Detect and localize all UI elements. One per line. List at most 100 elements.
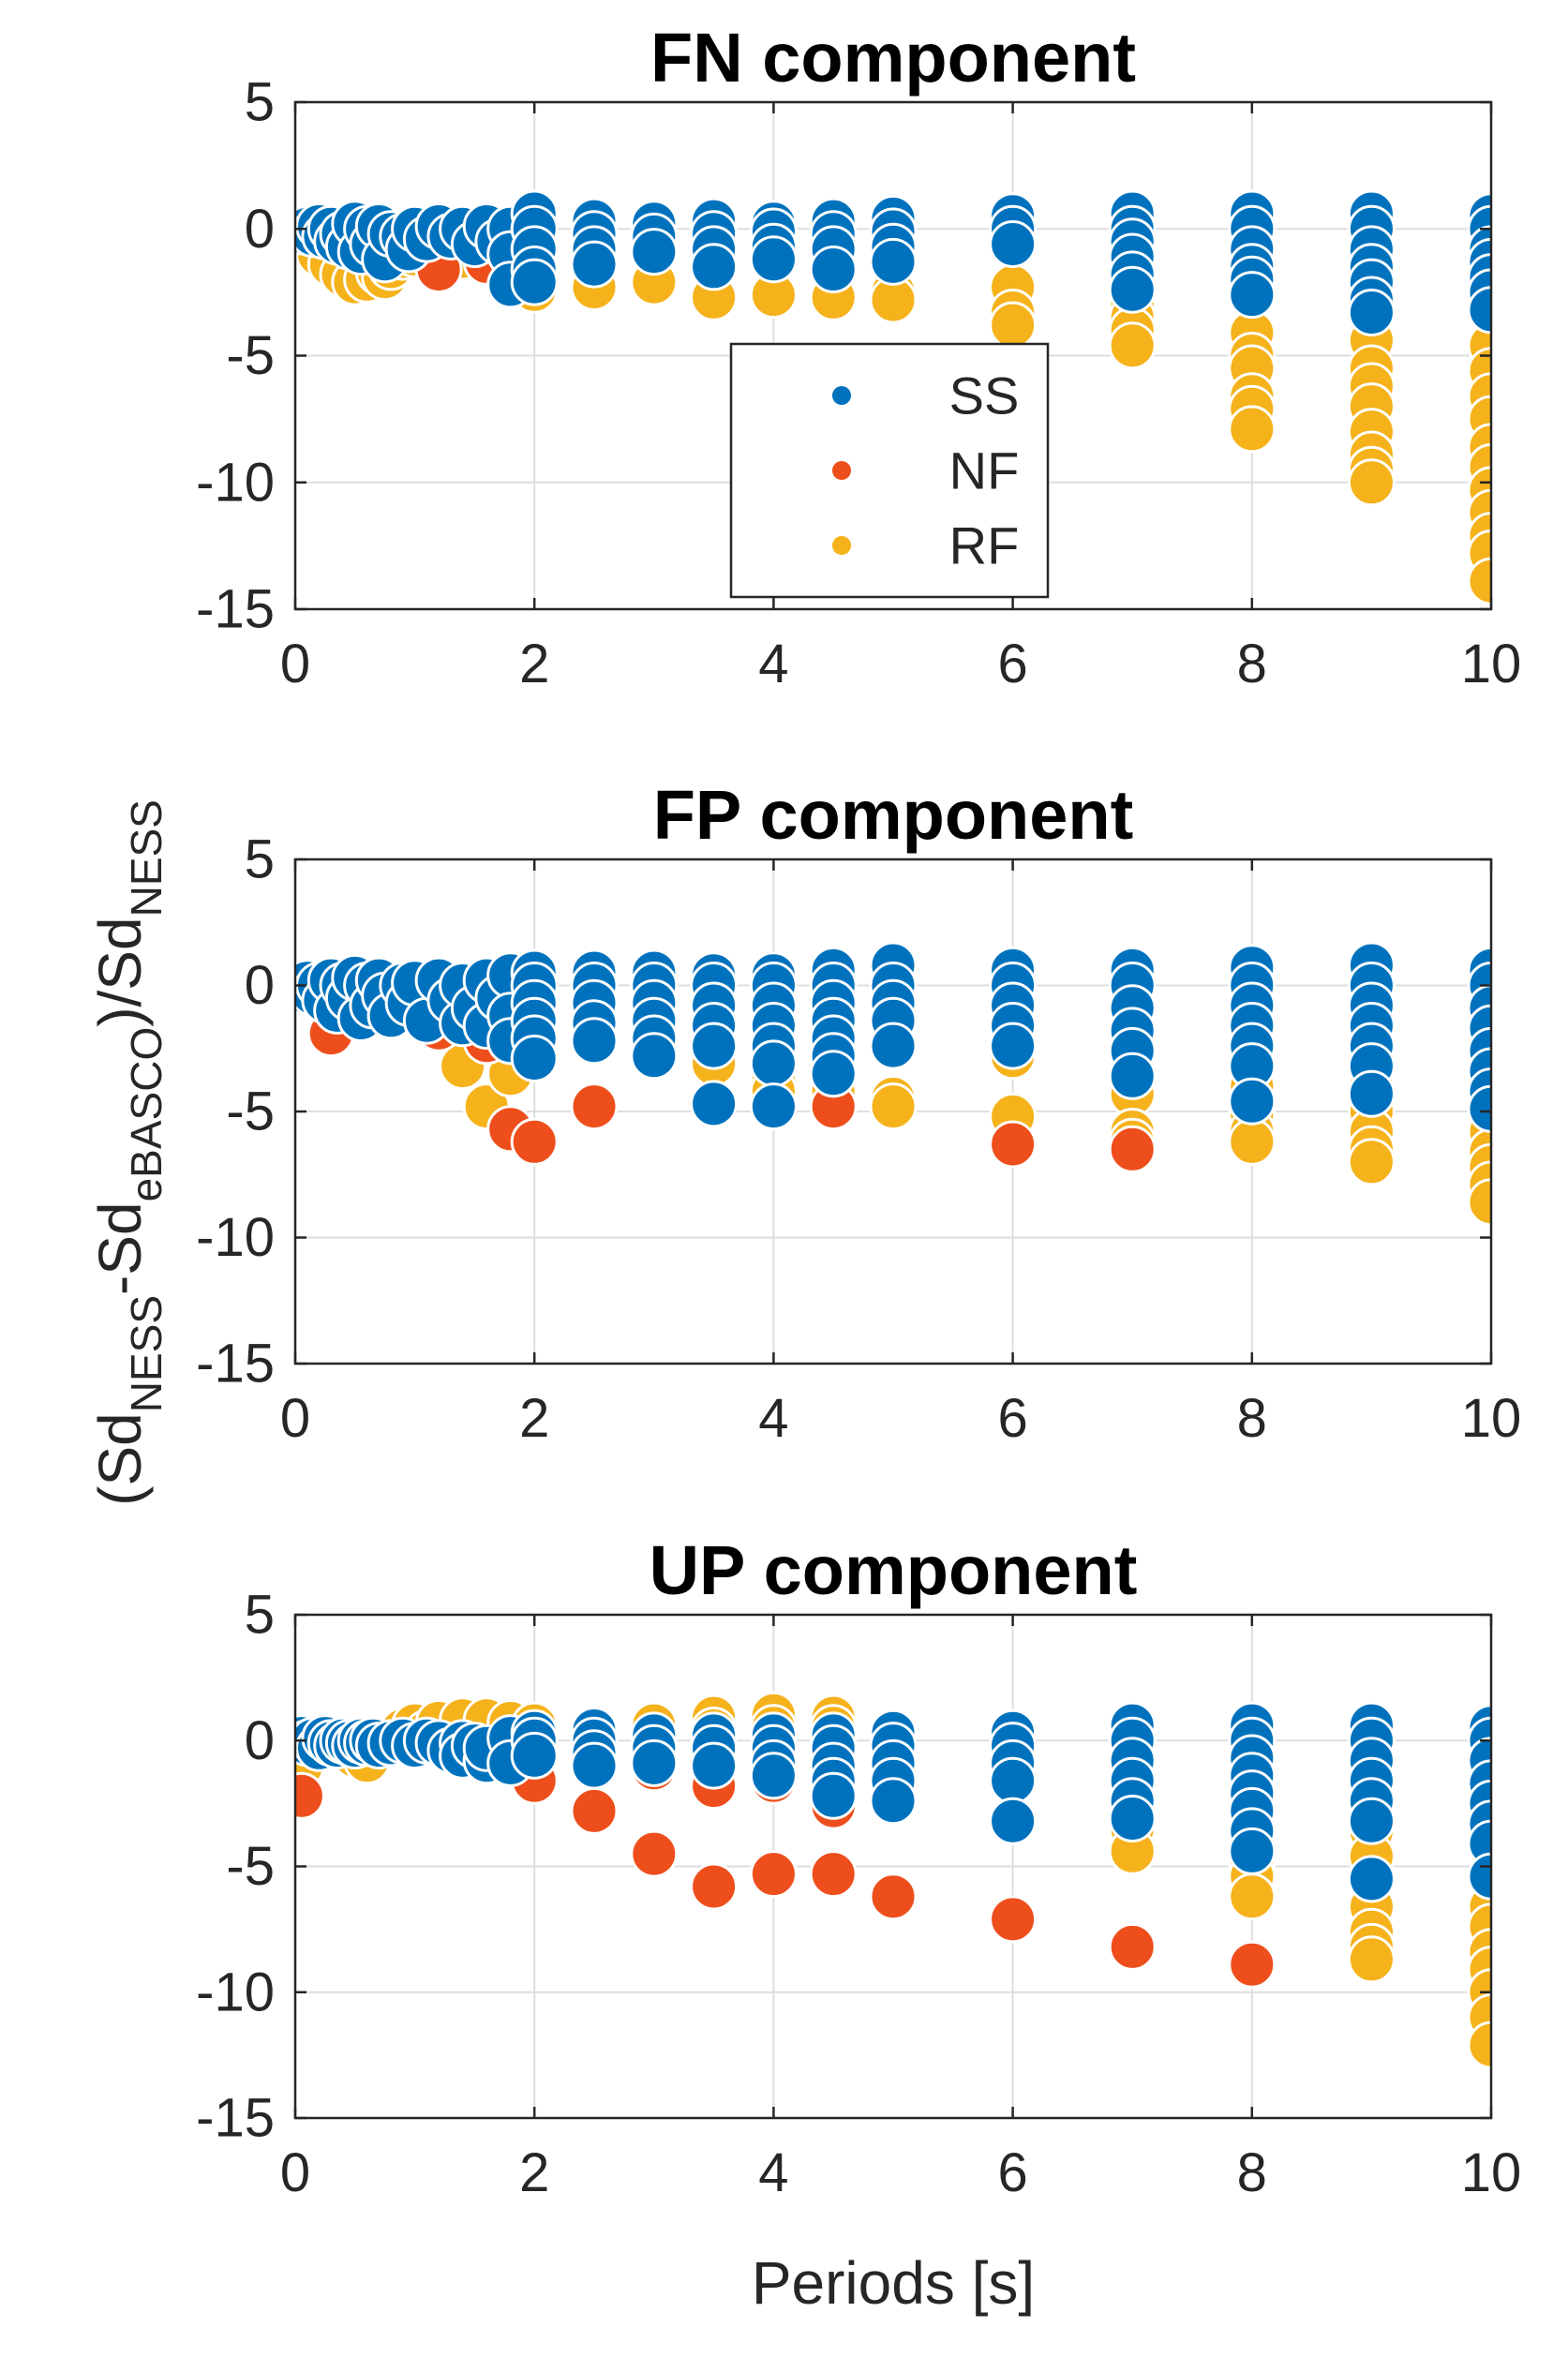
y-tick-label: -10 <box>196 452 275 513</box>
y-axis-label: (SdNESS-SdeBASCO)/SdNESS <box>86 799 171 1506</box>
data-point-ss <box>1467 1084 1491 1133</box>
data-point-ss <box>1347 1797 1396 1845</box>
data-point-ss <box>1108 265 1157 314</box>
panel-3: UP component 0 2 4 6 8 10 5 0 -5 -10 -15 <box>196 1531 1521 2203</box>
data-point-rf <box>1467 2021 1491 2069</box>
y-tick-label: -10 <box>196 1962 275 2022</box>
panels: FN component 0 2 4 6 8 10 5 0 -5 -10 -15 FP componen… <box>196 19 1521 2203</box>
data-point-rf <box>1228 1872 1277 1921</box>
y-tick-label: 5 <box>245 1585 275 1646</box>
data-point-rf <box>989 301 1038 350</box>
data-point-ss <box>869 237 918 286</box>
panel-title: FP component <box>653 776 1134 854</box>
data-point-rf <box>1228 1117 1277 1166</box>
data-point-ss <box>690 243 739 291</box>
y-tick-label: -15 <box>196 579 275 640</box>
data-point-rf <box>1228 405 1277 454</box>
data-point-ss <box>510 1035 559 1082</box>
panel-title: FN component <box>650 19 1136 97</box>
x-tick-label: 8 <box>1237 634 1267 694</box>
ylabel-subscript-3: NESS <box>122 799 171 917</box>
x-tick-label: 0 <box>280 634 310 694</box>
y-tick-label: -5 <box>226 325 275 386</box>
data-point-ss <box>1228 1077 1277 1126</box>
ylabel-part-1: (Sd <box>86 1412 154 1506</box>
panel-2: FP component 0 2 4 6 8 10 5 0 -5 -10 -15 <box>196 776 1521 1449</box>
data-point-ss <box>690 1022 739 1070</box>
data-point-ss <box>1347 1855 1396 1903</box>
ylabel-subscript-1: NESS <box>122 1295 171 1412</box>
data-point-rf <box>869 1082 918 1131</box>
data-point-ss <box>1347 1069 1396 1118</box>
data-point-rf <box>1467 557 1491 605</box>
y-tick-label: 0 <box>245 199 275 260</box>
data-point-ss <box>809 246 858 293</box>
data-point-nf <box>1108 1125 1157 1173</box>
data-points <box>295 1691 1491 2069</box>
x-tick-label: 0 <box>280 1388 310 1449</box>
data-point-ss <box>570 1017 619 1066</box>
ylabel-part-3: )/Sd <box>86 917 154 1026</box>
y-tick-label: -15 <box>196 1334 275 1395</box>
series-ss <box>295 189 1491 336</box>
data-point-ss <box>570 240 619 289</box>
x-tick-label: 10 <box>1461 2142 1522 2203</box>
data-point-nf <box>570 1786 619 1835</box>
x-tick-label: 4 <box>758 634 788 694</box>
data-point-ss <box>570 1741 619 1790</box>
y-tick-label: 0 <box>245 1710 275 1771</box>
x-tick-label: 10 <box>1461 1388 1522 1449</box>
legend-label-ss: SS <box>949 366 1020 425</box>
data-point-ss <box>630 1032 679 1081</box>
data-point-nf <box>749 1850 798 1899</box>
data-point-ss <box>1228 1827 1277 1875</box>
data-points <box>295 941 1491 1227</box>
data-point-rf <box>1347 1935 1396 1984</box>
x-axis-label: Periods [s] <box>752 2249 1035 2317</box>
panel-title: UP component <box>650 1531 1138 1609</box>
data-point-ss <box>749 1039 798 1088</box>
data-point-nf <box>630 1829 679 1878</box>
data-point-ss <box>690 1080 739 1128</box>
data-point-ss <box>989 1022 1038 1070</box>
x-tick-label: 6 <box>997 1388 1027 1449</box>
x-tick-label: 0 <box>280 2142 310 2203</box>
legend: SS NF RF <box>729 342 1050 599</box>
data-point-nf <box>1228 1940 1277 1989</box>
x-tick-label: 2 <box>519 2142 549 2203</box>
y-tick-label: -5 <box>226 1082 275 1142</box>
x-tick-label: 4 <box>758 1388 788 1449</box>
data-point-ss <box>510 1731 559 1780</box>
legend-box <box>729 342 1050 599</box>
data-point-ss <box>869 1022 918 1070</box>
data-point-nf <box>570 1082 619 1131</box>
data-point-ss <box>749 235 798 284</box>
legend-marker-rf <box>832 536 851 555</box>
data-points <box>295 189 1491 605</box>
ylabel-subscript-2: eBASCO <box>122 1027 171 1202</box>
x-tick-label: 2 <box>519 1388 549 1449</box>
data-point-ss <box>690 1741 739 1790</box>
data-point-ss <box>1467 286 1491 335</box>
y-tick-label: 5 <box>245 829 275 890</box>
data-point-ss <box>989 220 1038 268</box>
legend-marker-ss <box>832 386 851 405</box>
legend-label-nf: NF <box>949 441 1020 500</box>
ylabel-part-2: -Sd <box>86 1201 154 1295</box>
x-tick-label: 4 <box>758 2142 788 2203</box>
y-tick-label: -15 <box>196 2088 275 2149</box>
x-tick-label: 8 <box>1237 2142 1267 2203</box>
data-point-rf <box>1467 1178 1491 1227</box>
y-tick-label: 5 <box>245 72 275 133</box>
data-point-ss <box>630 228 679 276</box>
data-point-ss <box>869 1777 918 1826</box>
data-point-rf <box>1347 458 1396 507</box>
legend-label-rf: RF <box>949 516 1020 575</box>
data-point-nf <box>690 1862 739 1911</box>
data-point-ss <box>1228 271 1277 320</box>
data-point-nf <box>295 1771 325 1820</box>
data-point-ss <box>510 258 559 306</box>
y-tick-label: -10 <box>196 1207 275 1268</box>
